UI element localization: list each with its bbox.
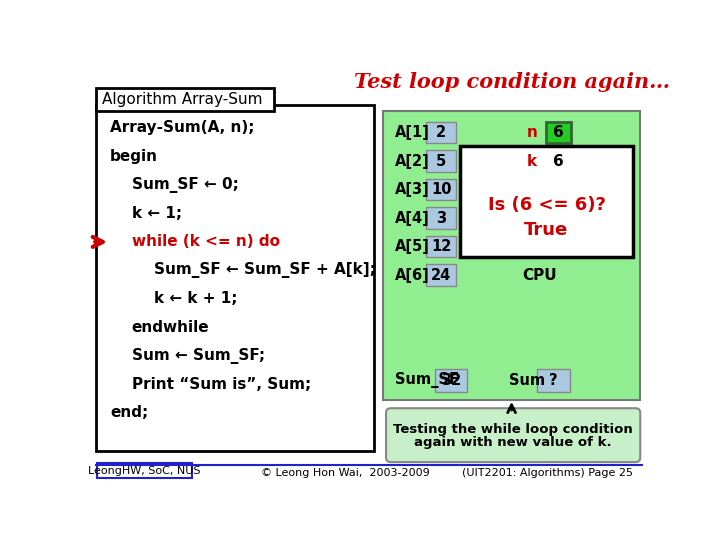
FancyBboxPatch shape	[96, 88, 274, 111]
Text: ?: ?	[549, 373, 558, 388]
FancyBboxPatch shape	[386, 408, 640, 462]
FancyBboxPatch shape	[96, 105, 374, 451]
Text: LeongHW, SoC, NUS: LeongHW, SoC, NUS	[88, 465, 200, 476]
Text: 32: 32	[441, 373, 462, 388]
Text: A[6]: A[6]	[395, 267, 429, 282]
Text: Sum ← Sum_SF;: Sum ← Sum_SF;	[132, 348, 265, 364]
FancyBboxPatch shape	[383, 111, 640, 400]
Text: while (k <= n) do: while (k <= n) do	[132, 234, 280, 249]
Text: 10: 10	[431, 182, 451, 197]
Text: (UIT2201: Algorithms) Page 25: (UIT2201: Algorithms) Page 25	[462, 468, 633, 478]
Text: Print “Sum is”, Sum;: Print “Sum is”, Sum;	[132, 377, 311, 392]
Text: 6: 6	[554, 125, 564, 140]
Text: A[4]: A[4]	[395, 211, 429, 226]
Text: Algorithm Array-Sum: Algorithm Array-Sum	[102, 92, 263, 107]
Text: A[5]: A[5]	[395, 239, 429, 254]
Text: begin: begin	[110, 149, 158, 164]
Text: endwhile: endwhile	[132, 320, 210, 335]
FancyBboxPatch shape	[546, 122, 571, 143]
Text: 24: 24	[431, 267, 451, 282]
Text: k: k	[527, 153, 537, 168]
FancyBboxPatch shape	[426, 207, 456, 229]
FancyBboxPatch shape	[97, 463, 192, 478]
FancyBboxPatch shape	[546, 150, 571, 172]
Text: A[3]: A[3]	[395, 182, 429, 197]
FancyBboxPatch shape	[426, 150, 456, 172]
Text: 5: 5	[436, 153, 446, 168]
FancyBboxPatch shape	[426, 122, 456, 143]
FancyBboxPatch shape	[426, 236, 456, 257]
FancyBboxPatch shape	[537, 369, 570, 392]
Text: A[2]: A[2]	[395, 153, 429, 168]
Text: Sum: Sum	[508, 373, 544, 388]
Text: A[1]: A[1]	[395, 125, 429, 140]
Text: Array-Sum(A, n);: Array-Sum(A, n);	[110, 120, 255, 136]
Text: Test loop condition again…: Test loop condition again…	[354, 72, 670, 92]
Text: Sum_SF: Sum_SF	[395, 373, 459, 388]
FancyBboxPatch shape	[426, 264, 456, 286]
FancyBboxPatch shape	[426, 179, 456, 200]
Text: 2: 2	[436, 125, 446, 140]
Text: again with new value of k.: again with new value of k.	[414, 436, 612, 449]
FancyBboxPatch shape	[435, 369, 467, 392]
Text: © Leong Hon Wai,  2003-2009: © Leong Hon Wai, 2003-2009	[261, 468, 430, 478]
Text: CPU: CPU	[522, 267, 557, 282]
Text: Sum_SF ← 0;: Sum_SF ← 0;	[132, 177, 239, 193]
Text: Sum_SF ← Sum_SF + A[k];: Sum_SF ← Sum_SF + A[k];	[153, 262, 375, 279]
Text: 6: 6	[554, 153, 564, 168]
Text: k ← 1;: k ← 1;	[132, 206, 182, 221]
Text: True: True	[524, 221, 569, 239]
Text: Is (6 <= 6)?: Is (6 <= 6)?	[487, 196, 606, 214]
Text: 3: 3	[436, 211, 446, 226]
FancyBboxPatch shape	[461, 146, 632, 257]
Text: Testing the while loop condition: Testing the while loop condition	[393, 422, 633, 435]
Text: 12: 12	[431, 239, 451, 254]
Text: end;: end;	[110, 406, 148, 420]
Text: k ← k + 1;: k ← k + 1;	[153, 292, 237, 306]
Text: n: n	[526, 125, 537, 140]
